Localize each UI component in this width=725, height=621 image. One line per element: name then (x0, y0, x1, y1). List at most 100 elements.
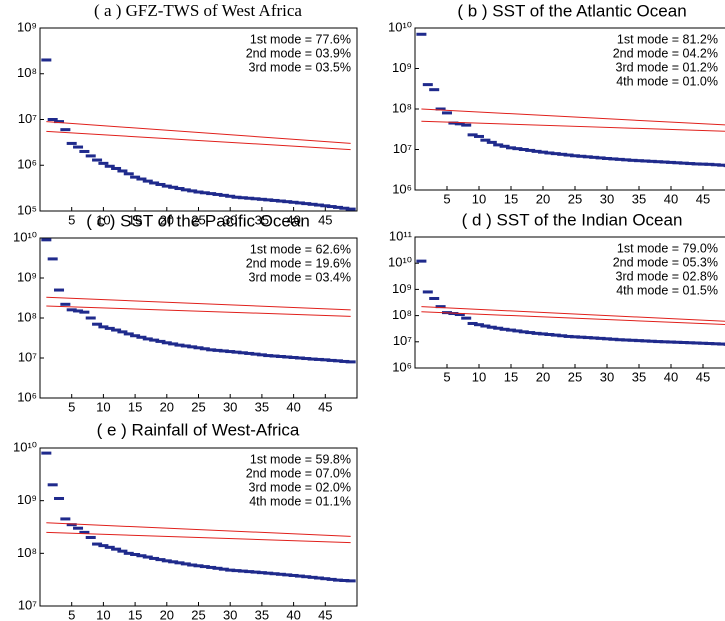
eigenvalue-marker (250, 197, 261, 201)
annotation: 1st mode = 59.8% (250, 452, 351, 466)
eigenvalue-marker (621, 338, 632, 342)
eigenvalue-marker (512, 329, 523, 333)
eigenvalue-marker (92, 158, 103, 162)
eigenvalue-marker (187, 189, 198, 193)
eigenvalue-marker (326, 358, 337, 362)
eigenvalue-marker (130, 334, 141, 338)
eigenvalue-marker (168, 185, 179, 189)
eigenvalue-marker (199, 347, 210, 351)
eigenvalue-marker (474, 134, 484, 138)
eigenvalue-marker (326, 205, 337, 209)
eigenvalue-marker (563, 153, 574, 157)
eigenvalue-marker (66, 523, 77, 527)
threshold-line (421, 108, 725, 126)
y-tick-label: 10⁵ (17, 202, 37, 217)
eigenvalue-marker (550, 333, 561, 337)
y-tick-label: 10⁹ (17, 492, 37, 507)
eigenvalue-marker (448, 121, 459, 125)
eigenvalue-marker (499, 144, 510, 148)
eigenvalue-marker (691, 341, 702, 345)
eigenvalue-marker (60, 128, 71, 132)
eigenvalue-marker (474, 323, 484, 327)
x-tick-label: 5 (443, 191, 450, 206)
annotation: 4th mode = 01.5% (616, 283, 718, 297)
eigenvalue-marker (320, 577, 331, 581)
y-tick-label: 10⁷ (18, 597, 37, 612)
y-tick-label: 10⁶ (392, 359, 412, 374)
y-tick-label: 10⁶ (17, 389, 37, 404)
eigenvalue-marker (678, 161, 689, 165)
y-tick-label: 10⁹ (17, 269, 37, 284)
panel-title: ( a ) GFZ-TWS of West Africa (94, 1, 302, 20)
annotation: 3rd mode = 03.4% (249, 270, 352, 284)
y-tick-label: 10⁹ (392, 60, 412, 75)
eigenvalue-marker (506, 328, 516, 332)
eigenvalue-marker (250, 570, 261, 574)
eigenvalue-marker (659, 340, 670, 344)
eigenvalue-marker (225, 568, 236, 572)
eigenvalue-marker (454, 313, 465, 317)
eigenvalue-marker (506, 146, 516, 150)
eigenvalue-marker (73, 145, 84, 149)
eigenvalue-marker (525, 331, 536, 335)
eigenvalue-marker (123, 551, 134, 555)
threshold-line (46, 130, 351, 151)
x-tick-label: 10 (96, 212, 110, 227)
eigenvalue-marker (92, 322, 103, 326)
eigenvalue-marker (313, 357, 324, 361)
eigenvalue-marker (614, 338, 625, 342)
eigenvalue-marker (685, 341, 696, 345)
y-tick-label: 10⁸ (392, 307, 412, 322)
panel-title: ( e ) Rainfall of West-Africa (97, 420, 300, 439)
eigenvalue-marker (627, 158, 638, 162)
y-tick-label: 10⁹ (17, 19, 37, 34)
annotation: 3rd mode = 03.5% (249, 60, 352, 74)
panel: ( a ) GFZ-TWS of West Africa 10⁵ 10⁶ 10⁷ 10⁸… (17, 1, 358, 227)
eigenvalue-marker (288, 355, 299, 359)
x-tick-label: 25 (191, 399, 205, 414)
eigenvalue-marker (41, 451, 52, 455)
eigenvalue-marker (130, 175, 141, 179)
eigenvalue-marker (563, 334, 574, 338)
eigenvalue-marker (282, 200, 293, 204)
threshold-line (421, 311, 725, 326)
eigenvalue-marker (54, 288, 65, 292)
annotation: 3rd mode = 01.2% (616, 60, 719, 74)
eigenvalue-marker (263, 571, 274, 575)
eigenvalue-marker (85, 316, 96, 320)
eigenvalue-marker (73, 526, 84, 530)
x-tick-label: 25 (191, 212, 205, 227)
eigenvalue-marker (698, 341, 708, 345)
eigenvalue-marker (557, 152, 568, 156)
eigenvalue-marker (180, 188, 191, 192)
eigenvalue-marker (698, 162, 708, 166)
x-tick-label: 40 (664, 191, 678, 206)
eigenvalue-marker (294, 201, 305, 205)
eigenvalue-marker (130, 553, 141, 557)
x-tick-label: 15 (128, 399, 142, 414)
y-tick-label: 10⁸ (392, 100, 412, 115)
x-tick-label: 35 (255, 212, 269, 227)
x-tick-label: 15 (504, 191, 518, 206)
eigenvalue-marker (98, 161, 109, 165)
eigenvalue-marker (499, 327, 510, 331)
eigenvalue-marker (332, 359, 343, 363)
eigenvalue-marker (493, 143, 504, 147)
eigenvalue-marker (41, 238, 52, 242)
eigenvalue-marker (193, 346, 204, 350)
x-tick-label: 30 (223, 212, 237, 227)
eigenvalue-marker (111, 547, 122, 551)
eigenvalue-marker (256, 571, 267, 575)
x-tick-label: 20 (160, 399, 174, 414)
x-tick-label: 25 (568, 369, 582, 384)
eigenvalue-marker (710, 342, 721, 346)
panel: ( d ) SST of the Indian Ocean 10⁶ 10⁷ 10⁸ 10… (388, 210, 725, 384)
eigenvalue-marker (47, 118, 58, 121)
eigenvalue-marker (250, 352, 261, 356)
y-tick-label: 10⁷ (393, 333, 412, 348)
annotation: 1st mode = 79.0% (617, 241, 718, 255)
eigenvalue-marker (704, 342, 715, 346)
x-tick-label: 5 (443, 369, 450, 384)
eigenvalue-marker (582, 155, 593, 159)
x-tick-label: 30 (223, 399, 237, 414)
